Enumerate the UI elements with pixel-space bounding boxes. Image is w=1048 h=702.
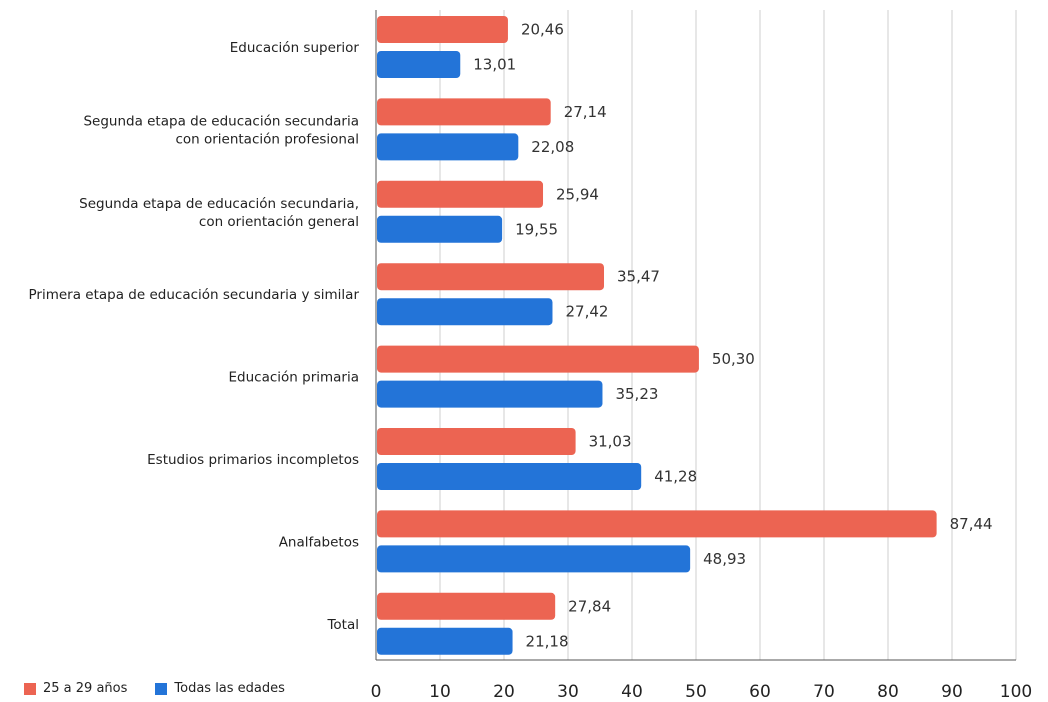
data-label: 41,28	[654, 468, 697, 486]
category-label: Primera etapa de educación secundaria y …	[29, 287, 360, 303]
bar	[377, 298, 553, 326]
bar	[377, 16, 508, 43]
data-label: 27,84	[568, 597, 611, 615]
category-label: Estudios primarios incompletos	[147, 452, 359, 468]
category-labels: Educación superior Segunda etapa de educa…	[29, 40, 360, 633]
category-label: Segunda etapa de educación secundaria,	[79, 196, 359, 212]
data-label: 19,55	[515, 220, 558, 238]
data-label: 25,94	[556, 185, 599, 203]
bars: 20,46 13,01 27,14 22,08 25,94 19,55 35,47 27,42…	[377, 16, 993, 655]
x-tick-label: 60	[749, 682, 771, 702]
data-label: 35,23	[615, 385, 658, 403]
legend-swatch-series-1	[24, 682, 36, 695]
x-tick-label: 80	[877, 682, 899, 702]
bar	[377, 428, 576, 455]
bar	[377, 380, 603, 408]
category-label: Educación superior	[230, 40, 360, 56]
bar	[377, 592, 556, 620]
bar	[377, 510, 937, 538]
bar	[377, 215, 503, 243]
category-label: Analfabetos	[279, 534, 359, 550]
legend-item-series-1: 25 a 29 años	[24, 681, 127, 696]
category-label: con orientación general	[199, 214, 359, 230]
data-label: 27,14	[564, 103, 607, 121]
bar	[377, 51, 461, 78]
category-label: Educación primaria	[229, 370, 360, 386]
category-label: con orientación profesional	[175, 131, 359, 147]
bar	[377, 263, 605, 291]
legend-label-series-1: 25 a 29 años	[43, 681, 128, 696]
legend-swatch-series-2	[155, 682, 168, 695]
x-axis-tick-labels: 0 10 20 30 40 50 60 70 80 90 100	[371, 682, 1033, 702]
x-tick-label: 30	[557, 682, 579, 702]
data-label: 21,18	[526, 632, 569, 650]
bar	[377, 545, 691, 573]
data-label: 20,46	[521, 21, 564, 39]
category-label: Total	[326, 617, 359, 633]
x-tick-label: 20	[493, 682, 515, 702]
legend: 25 a 29 años Todas las edades	[24, 681, 285, 696]
bar	[377, 463, 642, 490]
bar	[377, 133, 519, 161]
data-label: 48,93	[703, 550, 746, 568]
x-tick-label: 40	[621, 682, 643, 702]
x-tick-label: 90	[941, 682, 963, 702]
bar	[377, 627, 513, 655]
data-label: 27,42	[565, 303, 608, 321]
x-tick-label: 100	[1000, 682, 1032, 702]
data-label: 31,03	[589, 433, 632, 451]
category-label: Segunda etapa de educación secundaria	[83, 113, 359, 129]
bar	[377, 345, 699, 373]
bar	[377, 180, 544, 208]
data-label: 22,08	[531, 138, 574, 156]
data-label: 35,47	[617, 268, 660, 286]
x-tick-label: 0	[371, 682, 382, 702]
x-tick-label: 70	[813, 682, 835, 702]
bar	[377, 98, 551, 126]
data-label: 87,44	[950, 515, 993, 533]
legend-label-series-2: Todas las edades	[174, 681, 285, 696]
x-tick-label: 50	[685, 682, 707, 702]
x-tick-label: 10	[429, 682, 451, 702]
data-label: 13,01	[473, 56, 516, 74]
legend-item-series-2: Todas las edades	[155, 681, 285, 696]
data-label: 50,30	[712, 350, 755, 368]
